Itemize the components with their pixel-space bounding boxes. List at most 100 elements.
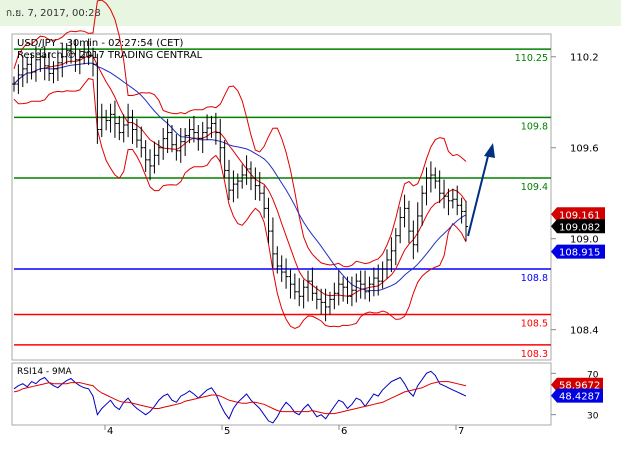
- price-bar: [191, 115, 196, 143]
- price-bar: [60, 43, 65, 78]
- level-label: 109.4: [521, 182, 548, 193]
- price-bar: [428, 161, 433, 193]
- forecast-arrow-line: [467, 151, 490, 237]
- price-bar: [134, 118, 139, 148]
- price-bar: [222, 140, 227, 179]
- price-bar: [33, 46, 38, 82]
- x-axis: 4 5 6 7: [104, 425, 464, 437]
- price-bar: [389, 237, 394, 273]
- rsi-tick-label: 30: [587, 412, 599, 422]
- price-bar: [16, 64, 21, 94]
- rsi-value-label: 48.4287: [559, 392, 600, 403]
- main-panel: 110.25 109.8 109.4 108.8 108.5 108.3 USD/JPY …: [11, 0, 552, 361]
- price-bar: [262, 185, 267, 219]
- price-bar: [156, 140, 161, 166]
- price-bar: [385, 249, 390, 279]
- price-bar: [248, 161, 253, 191]
- price-bar: [112, 100, 117, 138]
- price-box: [551, 244, 605, 259]
- price-bar: [161, 128, 166, 160]
- price-bar: [380, 261, 385, 289]
- rsi-ma-line: [13, 381, 467, 415]
- price-bar: [20, 55, 25, 88]
- header-bar: ก.ย. 7, 2017, 00:28: [0, 0, 621, 26]
- price-bar: [371, 267, 376, 297]
- price-bar: [165, 118, 170, 154]
- price-bar: [406, 200, 411, 244]
- level-label: 108.3: [521, 349, 548, 360]
- price-bar: [178, 128, 183, 163]
- price-bar: [319, 288, 324, 315]
- price-bar: [358, 270, 363, 299]
- price-bar: [363, 270, 368, 300]
- level-label: 109.8: [521, 121, 548, 132]
- rsi-label: RSI14 - 9MA: [17, 367, 73, 377]
- price-bar: [341, 276, 346, 302]
- price-bar: [367, 276, 372, 302]
- upper-band-line: [13, 0, 467, 268]
- price-bar: [301, 279, 306, 309]
- price-bar: [90, 47, 95, 77]
- price-bar: [345, 276, 350, 304]
- rsi-line: [13, 370, 467, 424]
- price-bar: [130, 109, 135, 144]
- price-bar: [376, 264, 381, 296]
- price-bar: [275, 246, 280, 274]
- price-bar: [420, 185, 425, 226]
- price-bar: [95, 53, 100, 144]
- price-bar: [51, 61, 56, 84]
- price-bar: [205, 114, 210, 141]
- price-bar: [244, 155, 249, 185]
- price-bar: [266, 197, 271, 244]
- price-bar: [455, 185, 460, 216]
- price-bar: [314, 285, 319, 310]
- price-bar: [148, 149, 153, 181]
- level-label: 110.25: [515, 53, 548, 64]
- price-bar: [411, 220, 416, 260]
- rsi-value-box: [551, 388, 603, 403]
- x-tick-label: 4: [107, 426, 113, 437]
- price-bar: [200, 121, 205, 154]
- price-bar: [349, 276, 354, 307]
- price-bar: [42, 46, 47, 81]
- rsi-frame: [11, 362, 552, 426]
- price-bar: [433, 167, 438, 189]
- price-bar: [12, 76, 16, 92]
- price-bar: [117, 115, 122, 141]
- price-bar: [183, 128, 188, 157]
- price-bar: [292, 273, 297, 300]
- price-bar: [240, 164, 245, 189]
- price-bar: [354, 273, 359, 303]
- price-bar: [69, 40, 74, 64]
- price-bar: [402, 194, 407, 228]
- price-bar: [25, 56, 30, 84]
- price-bar: [77, 49, 82, 75]
- price-box: [551, 219, 605, 234]
- price-bar: [143, 140, 148, 172]
- price-bar: [231, 170, 236, 203]
- forecast-arrow-head: [484, 143, 495, 158]
- x-tick-label: 6: [341, 426, 347, 437]
- price-bar: [336, 270, 341, 306]
- price-bar: [73, 40, 78, 72]
- price-bar: [437, 170, 442, 204]
- price-bar: [218, 118, 223, 163]
- price-bar: [227, 159, 232, 201]
- price-bar: [187, 118, 192, 144]
- price-bar: [257, 171, 262, 201]
- long-ma-line: [13, 62, 467, 292]
- price-bar: [121, 114, 126, 143]
- price-bar: [253, 167, 258, 201]
- price-bar: [446, 188, 451, 216]
- price-bar: [82, 41, 87, 65]
- price-bar: [279, 255, 284, 282]
- level-label: 108.5: [521, 319, 548, 330]
- price-bar: [139, 126, 144, 158]
- price-bar: [99, 103, 104, 138]
- price-bar: [450, 188, 455, 209]
- short-ma-line: [13, 55, 467, 297]
- x-tick-label: 7: [458, 426, 464, 437]
- price-bar: [152, 141, 157, 174]
